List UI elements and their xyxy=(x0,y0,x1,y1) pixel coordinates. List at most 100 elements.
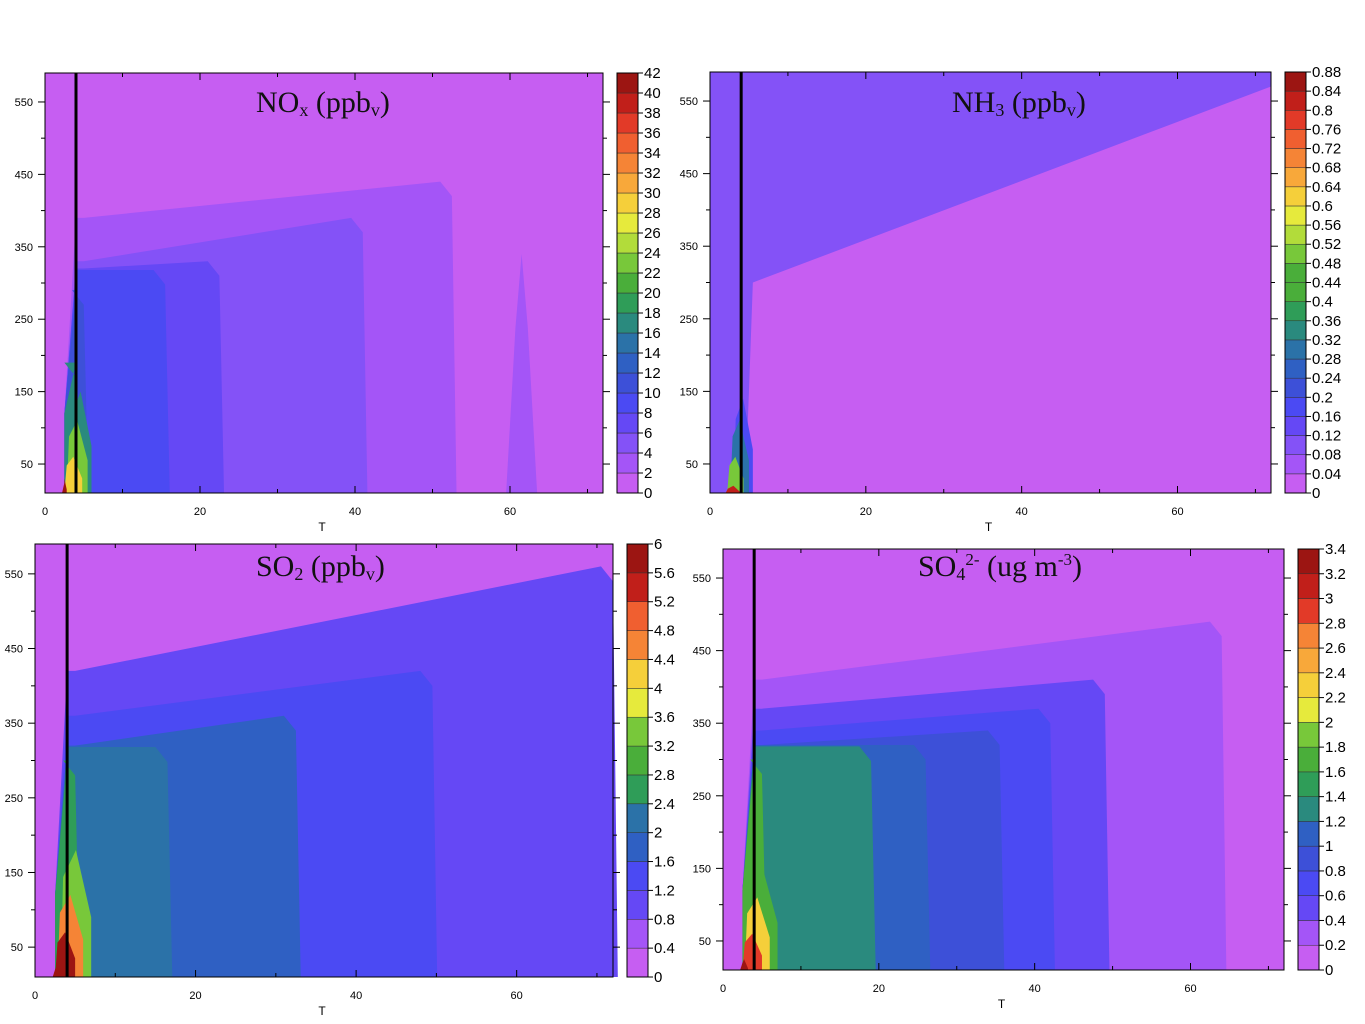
colorbar-label: 2.2 xyxy=(1325,690,1346,707)
colorbar-label: 1.2 xyxy=(654,882,675,899)
colorbar-label: 42 xyxy=(644,65,661,82)
colorbar-cell xyxy=(1297,771,1320,797)
colorbar-label: 0.72 xyxy=(1312,141,1341,158)
x-tick-label: 0 xyxy=(42,506,48,518)
y-tick-label: 450 xyxy=(5,644,23,656)
colorbar-label: 3 xyxy=(1325,591,1333,608)
x-tick-label: 0 xyxy=(32,990,38,1002)
chart-title-nh3: NH3 (ppbv) xyxy=(952,86,1086,120)
y-tick-label: 550 xyxy=(15,97,33,109)
y-tick-label: 50 xyxy=(686,459,698,471)
colorbar-label: 0.68 xyxy=(1312,160,1341,177)
y-tick-label: 550 xyxy=(680,96,698,108)
contour-band xyxy=(506,254,538,493)
colorbar-label: 4 xyxy=(644,445,652,462)
colorbar-label: 0.48 xyxy=(1312,255,1341,272)
y-tick-label: 450 xyxy=(680,169,698,181)
colorbar-label: 0.44 xyxy=(1312,275,1341,292)
colorbar-label: 2.4 xyxy=(1325,665,1346,682)
colorbar-label: 0.16 xyxy=(1312,408,1341,425)
chart-svg-nox: 0 20 40 60T50150250350450550024681012141618… xyxy=(15,65,661,534)
x-axis-label: T xyxy=(318,520,326,534)
colorbar-cell xyxy=(1297,746,1320,773)
colorbar-cell xyxy=(1297,920,1320,946)
colorbar-cell xyxy=(1297,623,1320,649)
colorbar-frame xyxy=(1297,548,1320,971)
contour-band xyxy=(710,72,1271,493)
chart-panel-nh3: 0 20 40 60 T 50 150 250 350 450 550 0 0.04 0.08 0.12 0.… xyxy=(680,64,1342,534)
x-tick-label: 40 xyxy=(1016,506,1028,518)
colorbar-label: 26 xyxy=(644,225,661,242)
colorbar-label: 0.6 xyxy=(1312,198,1333,215)
colorbar-label: 0.24 xyxy=(1312,370,1341,387)
colorbar-label: 0.8 xyxy=(1325,863,1346,880)
colorbar-label: 30 xyxy=(644,185,661,202)
colorbar-label: 0.32 xyxy=(1312,332,1341,349)
x-axis-label: T xyxy=(318,1004,326,1018)
contour-band xyxy=(62,478,67,493)
colorbar-label: 0.84 xyxy=(1312,83,1341,100)
colorbar-cell xyxy=(1297,870,1320,896)
contour-band xyxy=(727,456,744,493)
colorbar-label: 0.2 xyxy=(1325,937,1346,954)
colorbar-cell xyxy=(1297,845,1320,872)
contour-band xyxy=(64,456,83,493)
colorbar-cell xyxy=(1297,821,1320,847)
chart-title-nox: NOx (ppbv) xyxy=(256,86,390,120)
contour-band xyxy=(742,746,876,970)
colorbar-label: 3.2 xyxy=(1325,566,1346,583)
colorbar-label: 0 xyxy=(1325,962,1333,979)
y-tick-label: 50 xyxy=(699,936,711,948)
y-tick-label: 150 xyxy=(5,867,23,879)
y-tick-label: 50 xyxy=(11,942,23,954)
y-tick-label: 250 xyxy=(693,791,711,803)
colorbar-label: 12 xyxy=(644,365,661,382)
colorbar-cell xyxy=(1297,697,1320,723)
y-tick-label: 50 xyxy=(21,459,33,471)
colorbar-label: 5.6 xyxy=(654,565,675,582)
colorbar-label: 22 xyxy=(644,265,661,282)
colorbar-label: 3.4 xyxy=(1325,541,1346,558)
colorbar-label: 6 xyxy=(644,425,652,442)
y-tick-label: 550 xyxy=(693,573,711,585)
colorbar-label: 2 xyxy=(654,825,662,842)
colorbar-label: 0.08 xyxy=(1312,447,1341,464)
contour-band xyxy=(55,932,76,977)
colorbar-label: 2.4 xyxy=(654,796,675,813)
x-tick-label: 20 xyxy=(189,990,201,1002)
colorbar-cell xyxy=(1297,598,1320,624)
colorbar-label: 16 xyxy=(644,325,661,342)
y-tick-label: 250 xyxy=(15,314,33,326)
colorbar-label: 14 xyxy=(644,345,661,362)
colorbar-label: 3.2 xyxy=(654,738,675,755)
colorbar-label: 38 xyxy=(644,105,661,122)
x-tick-label: 20 xyxy=(194,506,206,518)
colorbar-cell xyxy=(1297,548,1320,575)
colorbar-label: 5.2 xyxy=(654,594,675,611)
colorbar-label: 0.4 xyxy=(1325,912,1346,929)
colorbar-label: 1.4 xyxy=(1325,789,1346,806)
colorbar-frame xyxy=(616,72,639,494)
colorbar-cell xyxy=(1297,722,1320,748)
colorbar-label: 40 xyxy=(644,85,661,102)
chart-panel-nox: 0 20 40 60 T 50 150 250 350 450 550 0 2 4 6 8 10 12 14 16 18… xyxy=(0,0,680,540)
colorbar-label: 36 xyxy=(644,125,661,142)
colorbar-label: 0.2 xyxy=(1312,389,1333,406)
x-tick-label: 20 xyxy=(860,506,872,518)
colorbar-label: 0.28 xyxy=(1312,351,1341,368)
colorbar-label: 0.04 xyxy=(1312,466,1341,483)
y-tick-label: 450 xyxy=(693,646,711,658)
colorbar-label: 4.8 xyxy=(654,623,675,640)
colorbar-label: 0.64 xyxy=(1312,179,1341,196)
colorbar-label: 0 xyxy=(644,485,652,502)
colorbar-label: 0 xyxy=(1312,485,1320,502)
colorbar-label: 0.56 xyxy=(1312,217,1341,234)
chart-title-so4: SO42- (ug m-3) xyxy=(918,550,1083,584)
y-tick-label: 350 xyxy=(693,718,711,730)
contour-band xyxy=(740,959,748,970)
chart-svg-so2: 0 20 40 60 T 50 150 250 350 450 550 0 0.4 0.8 1.2 1.6 2 2… xyxy=(5,536,675,1018)
colorbar-label: 0.4 xyxy=(654,940,675,957)
contour-band xyxy=(725,485,742,493)
colorbar-label: 0.4 xyxy=(1312,294,1333,311)
